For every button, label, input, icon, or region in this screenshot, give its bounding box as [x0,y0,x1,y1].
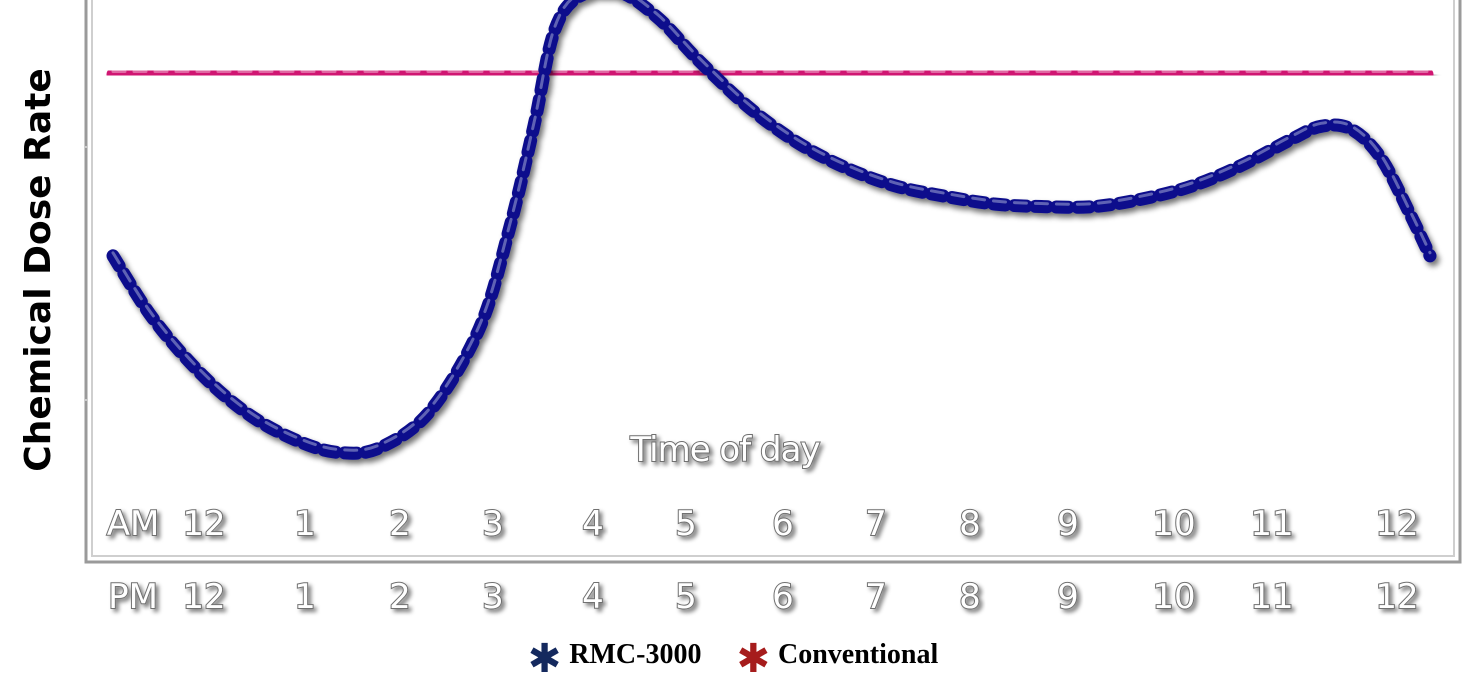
series-rmc-3000 [106,0,1437,460]
legend: ✱ RMC-3000 ✱ Conventional [0,636,1466,682]
pm-tick-label: 7 [865,577,887,617]
x-axis-label: Time of day [629,430,820,470]
series-line [106,0,1437,460]
am-tick-label: 9 [1057,504,1079,544]
plot-frame-inner [91,0,1455,557]
series-layer [106,0,1437,460]
pm-tick-label: 10 [1152,577,1195,617]
pm-tick-label: 6 [772,577,794,617]
am-tick-label: 6 [772,504,794,544]
asterisk-icon: ✱ [527,636,562,682]
am-tick-label: 12 [182,504,225,544]
am-tick-label: 3 [482,504,504,544]
pm-tick-label: 3 [482,577,504,617]
am-tick-label: 4 [582,504,604,544]
am-tick-label: 5 [675,504,697,544]
legend-label: RMC-3000 [569,639,702,670]
legend-item-rmc-3000: ✱ RMC-3000 [528,636,702,682]
legend-item-conventional: ✱ Conventional [736,636,938,682]
pm-tick-label: 5 [675,577,697,617]
pm-tick-label: 9 [1057,577,1079,617]
am-tick-label: 11 [1250,504,1293,544]
series-line-highlight [111,0,1432,452]
asterisk-icon: ✱ [736,636,770,682]
pm-tick-label: 11 [1250,577,1293,617]
am-tick-label: 12 [1375,504,1418,544]
am-tick-label: 1 [294,504,316,544]
pm-tick-label: 2 [389,577,411,617]
series-conventional [106,68,1437,82]
pm-tick-label: 12 [182,577,225,617]
pm-tick-row: PM 12 1 2 3 4 5 6 7 8 9 10 11 12 [107,576,1420,618]
am-tick-label: AM [107,504,160,544]
am-tick-label: 10 [1152,504,1195,544]
pm-tick-label: 8 [959,577,981,617]
legend-label: Conventional [777,639,939,670]
am-tick-label: 7 [865,504,887,544]
pm-tick-label: 4 [582,577,604,617]
plot-frame-outer [84,0,1462,564]
pm-tick-label: PM [108,577,158,617]
am-tick-row: AM 12 1 2 3 4 5 6 7 8 9 10 11 12 [106,503,1420,545]
am-tick-label: 8 [959,504,981,544]
pm-tick-label: 12 [1375,577,1418,617]
pm-tick-label: 1 [294,577,316,617]
y-axis-label: Chemical Dose Rate [18,68,59,471]
am-tick-label: 2 [389,504,411,544]
